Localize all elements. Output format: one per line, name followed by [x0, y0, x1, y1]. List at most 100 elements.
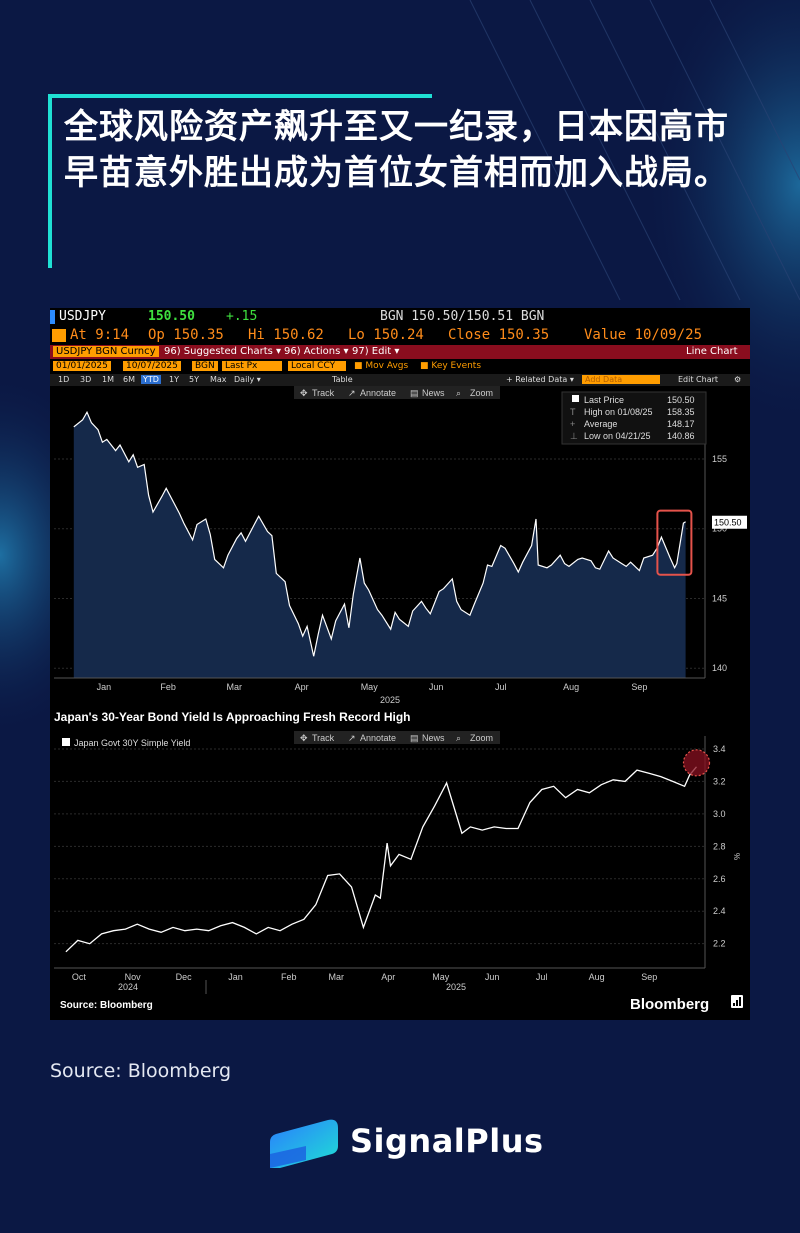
toolbar-zoom[interactable]: Zoom: [470, 388, 493, 398]
jgb-y-tick-label: 3.0: [713, 809, 726, 819]
toolbar-track[interactable]: Track: [312, 388, 335, 398]
currency-field[interactable]: Local CCY: [288, 361, 346, 371]
svg-text:+: +: [570, 419, 575, 429]
usdjpy-year-label: 2025: [380, 695, 400, 705]
edit-menu[interactable]: 97) Edit ▾: [352, 346, 400, 357]
suggested-charts-menu[interactable]: 96) Suggested Charts ▾: [164, 346, 282, 357]
source-caption: Source: Bloomberg: [50, 1060, 232, 1082]
zoom-icon[interactable]: ⌕: [456, 733, 461, 743]
chart-type-label: Line Chart: [686, 346, 738, 357]
period-max[interactable]: Max: [210, 375, 227, 384]
jgb-line: [65, 766, 697, 953]
legend-average-value: 148.17: [667, 419, 695, 429]
usdjpy-x-tick-label: Jun: [429, 682, 444, 692]
related-data-button[interactable]: + Related Data ▾: [506, 375, 574, 384]
period-1d[interactable]: 1D: [58, 375, 70, 384]
jgb-unit: %: [732, 853, 741, 860]
toolbar-news[interactable]: News: [422, 388, 445, 398]
security-field[interactable]: USDJPY BGN Curncy: [53, 346, 159, 357]
quote-row: USDJPY 150.50 +.15 BGN 150.50/150.51 BGN: [50, 308, 750, 326]
jgb-x-tick-label: May: [432, 972, 450, 982]
actions-menu[interactable]: 96) Actions ▾: [284, 346, 349, 357]
jgb-x-tick-label: Sep: [641, 972, 657, 982]
toolbar-zoom[interactable]: Zoom: [470, 733, 493, 743]
gear-icon[interactable]: ⚙: [734, 375, 742, 384]
last-price-tag-value: 150.50: [714, 518, 742, 528]
usdjpy-y-tick-label: 140: [712, 663, 727, 673]
key-events-label: Key Events: [431, 361, 482, 371]
legend-low-label: Low on 04/21/25: [584, 431, 651, 441]
legend-high-value: 158.35: [667, 407, 695, 417]
add-data-field[interactable]: Add Data: [582, 375, 660, 384]
brand-name: SignalPlus: [350, 1122, 544, 1160]
toolbar-annotate[interactable]: Annotate: [360, 388, 396, 398]
jgb-year-2025: 2025: [446, 982, 466, 992]
jgb-year-2024: 2024: [118, 982, 138, 992]
period-row: 1D 3D 1M 6M YTD 1Y 5Y Max Daily ▾ Table …: [50, 374, 750, 386]
open: Op 150.35: [148, 327, 224, 343]
accent-bar: [48, 94, 432, 98]
dot-icon: [52, 329, 66, 342]
start-date-field[interactable]: 01/01/2025: [53, 361, 111, 371]
jgb-toolbar: ✥ Track ↗ Annotate ▤ News ⌕ Zoom: [294, 731, 500, 744]
bid-ask: BGN 150.50/150.51 BGN: [380, 309, 545, 324]
jgb-x-tick-label: Apr: [381, 972, 395, 982]
jgb-y-tick-label: 2.8: [713, 841, 726, 851]
bloomberg-bars-icon: [731, 995, 743, 1008]
period-1y[interactable]: 1Y: [169, 375, 179, 384]
usdjpy-x-tick-label: Apr: [295, 682, 309, 692]
period-ytd[interactable]: YTD: [141, 375, 161, 384]
usdjpy-x-tick-label: Aug: [563, 682, 579, 692]
usdjpy-area: [73, 412, 686, 678]
jgb-x-tick-label: Jun: [485, 972, 500, 982]
mov-avgs-checkbox[interactable]: ■ Mov Avgs: [354, 361, 409, 371]
jgb-y-tick-label: 3.4: [713, 744, 726, 754]
jgb-y-tick-label: 2.6: [713, 874, 726, 884]
zoom-icon[interactable]: ⌕: [456, 388, 461, 398]
brand-logo: SignalPlus: [266, 1116, 566, 1176]
svg-text:T: T: [570, 407, 576, 417]
at-time: At 9:14: [70, 327, 130, 343]
source-field[interactable]: BGN: [192, 361, 218, 371]
usdjpy-y-tick-label: 155: [712, 454, 727, 464]
jgb-grid: [54, 748, 705, 945]
news-icon[interactable]: ▤: [410, 388, 419, 398]
jgb-y-tick-label: 2.4: [713, 906, 726, 916]
high: Hi 150.62: [248, 327, 324, 343]
price-field[interactable]: Last Px: [222, 361, 282, 371]
last-price: 150.50: [148, 309, 195, 324]
legend-average-label: Average: [584, 419, 617, 429]
end-date-field[interactable]: 10/07/2025: [123, 361, 181, 371]
headline-text: 全球风险资产飙升至又一纪录，日本因高市早苗意外胜出成为首位女首相而加入战局。: [64, 107, 729, 193]
ohlc-row: At 9:14 Op 150.35 Hi 150.62 Lo 150.24 Cl…: [50, 327, 750, 345]
period-1m[interactable]: 1M: [102, 375, 114, 384]
table-button[interactable]: Table: [332, 375, 353, 384]
period-6m[interactable]: 6M: [123, 375, 135, 384]
usdjpy-y-tick-label: 145: [712, 593, 727, 603]
chart-toolbar: ✥ Track ↗ Annotate ▤ News ⌕ Zoom: [294, 386, 500, 399]
usdjpy-x-tick-label: May: [361, 682, 379, 692]
legend-last-label: Last Price: [584, 395, 624, 405]
annotate-icon[interactable]: ↗: [348, 388, 356, 398]
key-events-checkbox[interactable]: ■ Key Events: [420, 361, 482, 371]
period-3d[interactable]: 3D: [80, 375, 92, 384]
marker-ring: [682, 749, 711, 777]
usdjpy-line: [73, 410, 686, 657]
jgb-x-tick-label: Jan: [228, 972, 243, 982]
toolbar-news[interactable]: News: [422, 733, 445, 743]
edit-chart-button[interactable]: Edit Chart: [678, 375, 719, 384]
track-icon[interactable]: ✥: [300, 733, 308, 743]
latest-yield-marker: [682, 749, 711, 777]
jgb-x-tick-label: Feb: [281, 972, 297, 982]
toolbar-track[interactable]: Track: [312, 733, 335, 743]
annotate-icon[interactable]: ↗: [348, 733, 356, 743]
jgb-x-tick-label: Aug: [589, 972, 605, 982]
mov-avgs-label: Mov Avgs: [365, 361, 409, 371]
frequency-select[interactable]: Daily ▾: [234, 375, 261, 384]
period-5y[interactable]: 5Y: [189, 375, 199, 384]
toolbar-annotate[interactable]: Annotate: [360, 733, 396, 743]
legend-last-value: 150.50: [667, 395, 695, 405]
news-icon[interactable]: ▤: [410, 733, 419, 743]
jgb-title: Japan's 30-Year Bond Yield Is Approachin…: [54, 710, 411, 724]
track-icon[interactable]: ✥: [300, 388, 308, 398]
